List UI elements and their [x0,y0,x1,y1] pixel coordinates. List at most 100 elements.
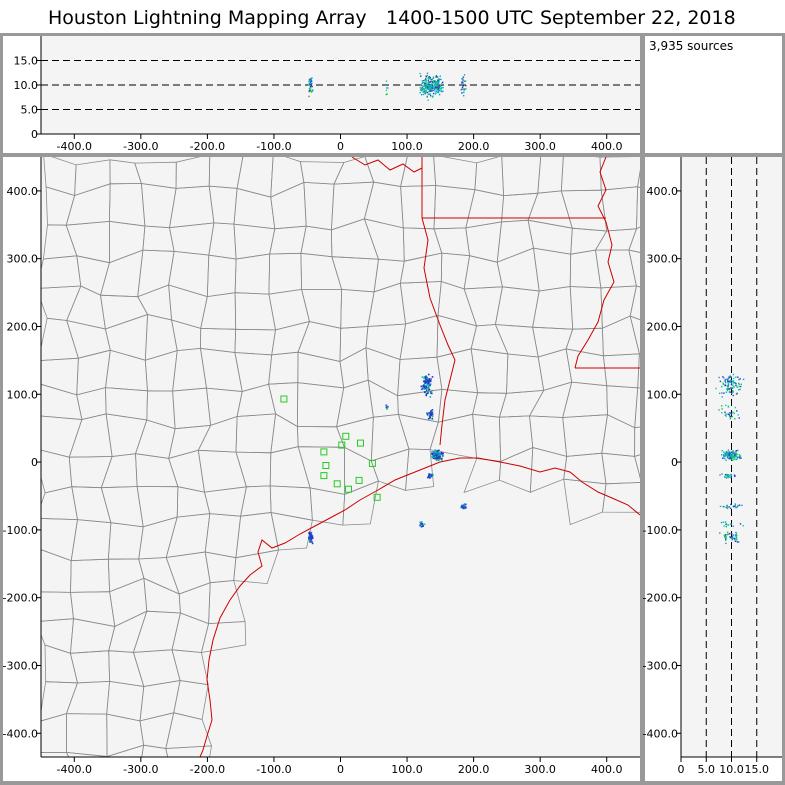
altitude-ew-x-ticks: -400.0 -300.0 -200.0 -100.0 0 100.0 200.0 300.0… [57,134,622,153]
ns-source-point [737,456,740,458]
altitude-source-point [430,79,432,81]
altitude-source-point [463,91,465,94]
altitude-source-point [308,80,311,82]
altitude-source-point [434,83,436,86]
y-tick-label: 15.0 [14,55,39,68]
plan-source-point [420,385,423,388]
ns-source-point [735,393,738,395]
altitude-source-point [431,90,433,92]
plan-source-point [428,473,430,475]
plan-source-point [465,507,467,509]
ns-source-point [727,475,730,478]
y-tick-label: -100.0 [643,524,678,537]
plan-source-point [425,393,428,396]
y-tick-label: 100.0 [7,388,39,401]
plan-source-point [428,475,430,478]
plan-source-point [463,503,466,505]
altitude-source-point [429,87,431,89]
plan-source-point [427,378,430,381]
ns-source-point [740,383,742,385]
ns-source-point [724,411,726,413]
altitude-source-point [437,90,440,92]
texas-louisiana-border [421,157,456,446]
altitude-source-point [423,82,425,84]
ns-source-point [736,534,738,537]
ns-source-point [732,450,734,452]
ns-source-point [726,455,729,458]
y-tick-label: -200.0 [643,592,678,605]
altitude-reference-lines [41,60,640,110]
plan-source-point [425,379,427,382]
ns-source-point [734,454,737,457]
ns-source-point [731,392,733,394]
plan-source-point [426,383,429,386]
x-tick-label: 0 [337,763,344,776]
plan-source-point [426,376,428,379]
altitude-source-point [308,90,310,93]
altitude-source-point [437,79,439,81]
altitude-source-point [461,92,463,94]
ns-source-point [726,505,728,507]
ns-source-point [735,450,737,453]
altitude-source-point [387,87,389,89]
plan-source-point [385,405,388,408]
altitude-source-point [461,78,463,80]
ns-source-point [729,536,731,538]
x-tick-label: 0 [678,763,685,776]
altitude-source-point [442,90,444,92]
ns-source-point [728,380,730,383]
county-outline [634,454,640,479]
x-tick-label: 300.0 [524,763,556,776]
plan-source-point [312,537,314,539]
altitude-source-point [424,84,427,86]
ns-source-point [736,410,738,412]
source-count-panel: 3,935 sources [645,36,782,153]
ns-source-point [719,532,721,534]
plan-source-point [431,451,433,453]
x-tick-label: -200.0 [190,763,225,776]
altitude-source-point [439,75,441,77]
altitude-source-point [309,79,311,81]
plan-source-point [439,456,441,459]
ns-altitude-panel: 400.0 300.0 200.0 100.0 0 -100.0 -200.0 -300.0 -… [643,157,782,776]
ns-source-point [727,383,730,385]
plan-source-point [427,391,429,393]
altitude-source-point [421,94,423,96]
ns-source-point [732,373,735,376]
altitude-source-point [440,86,442,88]
altitude-source-point [436,85,438,88]
plan-source-point [431,418,434,420]
county-outline [629,285,640,321]
ns-source-point [727,382,729,384]
plan-source-point [385,404,388,407]
plan-source-point [441,452,444,455]
altitude-source-point [429,84,432,86]
ns-source-point [725,535,727,538]
ns-source-point [735,455,737,458]
x-tick-label: 200.0 [458,763,490,776]
altitude-source-point [427,78,430,80]
altitude-source-point [462,79,464,82]
plan-source-point [309,535,312,538]
altitude-source-point [419,87,421,89]
altitude-source-point [437,82,439,85]
y-tick-label: 200.0 [7,320,39,333]
y-tick-label: 5.0 [21,104,39,117]
altitude-source-point [308,89,311,92]
ns-source-point [730,476,732,478]
plan-source-point [429,475,431,477]
y-tick-label: -300.0 [3,659,38,672]
plan-source-point [309,541,311,543]
plan-source-point [434,450,436,453]
altitude-source-point [461,88,463,90]
altitude-source-point [432,89,434,92]
ns-source-point [738,383,740,386]
ns-source-point [732,534,734,536]
ns-source-point [735,376,737,378]
altitude-source-point [435,92,437,94]
ns-source-point [728,451,730,453]
plan-source-point [427,387,429,389]
altitude-source-point [441,82,443,85]
county-outline [637,169,640,188]
